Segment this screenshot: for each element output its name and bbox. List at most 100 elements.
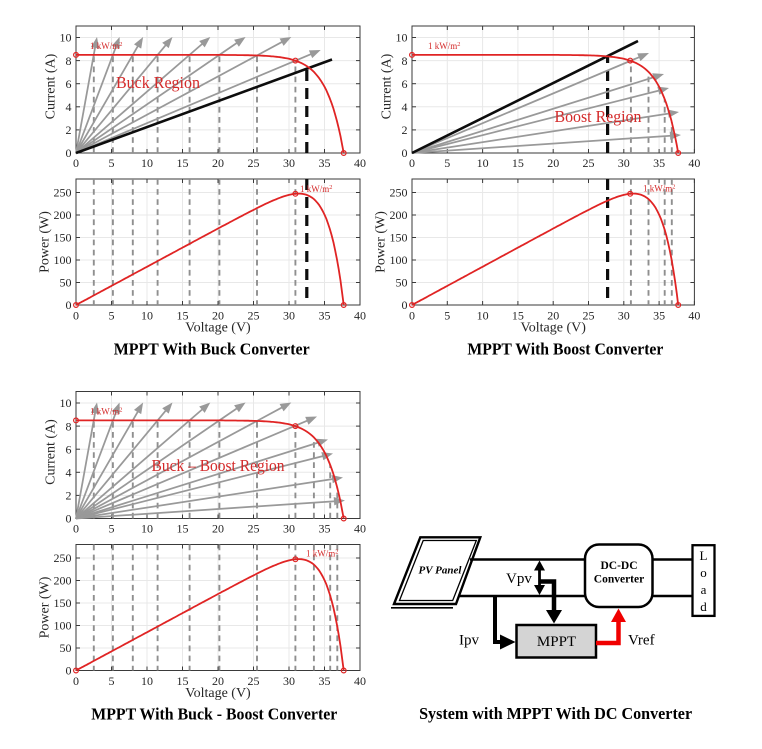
svg-text:2: 2 (66, 489, 72, 503)
svg-text:40: 40 (354, 522, 366, 536)
svg-text:40: 40 (354, 156, 366, 170)
svg-text:30: 30 (283, 309, 295, 323)
svg-text:40: 40 (688, 156, 700, 170)
svg-text:50: 50 (60, 641, 72, 655)
svg-text:25: 25 (583, 309, 595, 323)
svg-text:Buck Region: Buck Region (116, 73, 200, 92)
svg-text:40: 40 (688, 309, 700, 323)
svg-text:MPPT With Boost Converter: MPPT With Boost Converter (467, 339, 663, 358)
svg-text:Voltage (V): Voltage (V) (185, 686, 251, 701)
svg-text:d: d (700, 599, 707, 614)
svg-text:5: 5 (109, 309, 115, 323)
svg-text:Voltage (V): Voltage (V) (520, 321, 586, 336)
svg-text:0: 0 (66, 146, 72, 160)
svg-text:0: 0 (73, 674, 79, 688)
svg-text:8: 8 (402, 54, 408, 68)
svg-text:30: 30 (618, 309, 630, 323)
svg-text:1 kW/m2: 1 kW/m2 (90, 41, 122, 51)
svg-text:25: 25 (248, 309, 260, 323)
svg-text:MPPT With Buck Converter: MPPT With Buck Converter (114, 339, 310, 358)
svg-text:20: 20 (212, 674, 224, 688)
svg-text:a: a (701, 582, 707, 597)
svg-text:50: 50 (60, 276, 72, 290)
svg-text:35: 35 (653, 309, 665, 323)
svg-text:10: 10 (477, 156, 489, 170)
svg-text:Buck – Boost Region: Buck – Boost Region (152, 456, 285, 475)
svg-text:8: 8 (66, 419, 72, 433)
svg-text:200: 200 (390, 208, 408, 222)
svg-text:2: 2 (66, 123, 72, 137)
svg-text:10: 10 (141, 309, 153, 323)
svg-text:20: 20 (547, 156, 559, 170)
svg-text:0: 0 (409, 156, 415, 170)
svg-text:10: 10 (60, 396, 72, 410)
svg-text:150: 150 (390, 231, 408, 245)
svg-text:5: 5 (109, 522, 115, 536)
svg-text:25: 25 (248, 522, 260, 536)
svg-text:15: 15 (177, 522, 189, 536)
svg-text:25: 25 (248, 674, 260, 688)
svg-text:150: 150 (54, 231, 72, 245)
svg-text:0: 0 (66, 512, 72, 526)
svg-text:250: 250 (54, 551, 72, 565)
svg-text:35: 35 (319, 674, 331, 688)
svg-text:Converter: Converter (594, 574, 644, 586)
svg-text:100: 100 (54, 619, 72, 633)
svg-text:10: 10 (141, 674, 153, 688)
svg-text:Current (A): Current (A) (380, 53, 395, 119)
svg-text:1 kW/m2: 1 kW/m2 (300, 184, 332, 194)
svg-text:Current (A): Current (A) (44, 419, 59, 485)
svg-text:30: 30 (283, 156, 295, 170)
svg-text:35: 35 (319, 522, 331, 536)
svg-text:0: 0 (409, 309, 415, 323)
svg-text:6: 6 (402, 77, 408, 91)
svg-text:L: L (700, 548, 708, 563)
svg-text:PV Panel: PV Panel (419, 565, 463, 577)
svg-text:200: 200 (54, 574, 72, 588)
svg-text:0: 0 (402, 146, 408, 160)
svg-text:6: 6 (66, 77, 72, 91)
svg-text:5: 5 (444, 309, 450, 323)
svg-text:Voltage (V): Voltage (V) (185, 321, 251, 336)
svg-text:25: 25 (248, 156, 260, 170)
svg-text:5: 5 (109, 674, 115, 688)
svg-text:1 kW/m2: 1 kW/m2 (643, 184, 675, 194)
svg-text:5: 5 (109, 156, 115, 170)
svg-text:10: 10 (141, 156, 153, 170)
svg-text:10: 10 (141, 522, 153, 536)
svg-text:30: 30 (618, 156, 630, 170)
svg-text:0: 0 (402, 298, 408, 312)
svg-text:DC-DC: DC-DC (600, 560, 637, 572)
svg-text:0: 0 (73, 156, 79, 170)
svg-text:20: 20 (212, 156, 224, 170)
svg-text:40: 40 (354, 674, 366, 688)
svg-text:5: 5 (444, 156, 450, 170)
svg-text:0: 0 (66, 664, 72, 678)
svg-text:Power (W): Power (W) (374, 211, 389, 273)
svg-text:Ipv: Ipv (459, 633, 479, 649)
svg-text:15: 15 (177, 674, 189, 688)
svg-text:Power (W): Power (W) (38, 211, 53, 273)
svg-text:MPPT: MPPT (537, 634, 576, 650)
svg-text:150: 150 (54, 596, 72, 610)
svg-text:6: 6 (66, 442, 72, 456)
svg-text:0: 0 (73, 309, 79, 323)
svg-text:o: o (700, 565, 707, 580)
svg-text:35: 35 (319, 156, 331, 170)
svg-text:30: 30 (283, 674, 295, 688)
svg-text:40: 40 (354, 309, 366, 323)
svg-text:100: 100 (390, 253, 408, 267)
svg-text:0: 0 (66, 298, 72, 312)
svg-text:8: 8 (66, 54, 72, 68)
svg-text:15: 15 (177, 156, 189, 170)
svg-text:Vref: Vref (628, 633, 655, 649)
svg-text:Vpv: Vpv (506, 571, 532, 587)
svg-text:10: 10 (60, 31, 72, 45)
svg-text:2: 2 (402, 123, 408, 137)
svg-text:15: 15 (512, 156, 524, 170)
svg-text:15: 15 (177, 309, 189, 323)
svg-text:35: 35 (653, 156, 665, 170)
svg-text:10: 10 (477, 309, 489, 323)
svg-text:Current (A): Current (A) (44, 53, 59, 119)
svg-text:0: 0 (73, 522, 79, 536)
